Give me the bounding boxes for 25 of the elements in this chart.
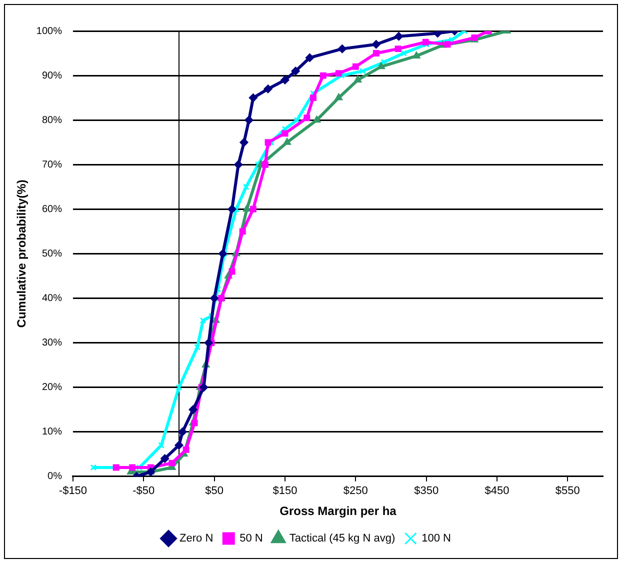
y-tick-label: 90% [42,70,62,82]
x-tick-label: $150 [272,485,298,498]
x-tick-label: $250 [343,485,368,498]
legend-label: Zero N [180,532,214,545]
legend-label: 100 N [422,532,452,545]
x-tick-label: -$50 [132,485,155,498]
x-tick-label: -$150 [58,485,88,498]
y-tick-label: 30% [42,338,62,349]
y-tick-label: 10% [42,426,62,438]
y-tick-label: 0% [48,471,62,482]
y-tick-label: 50% [42,248,62,260]
x-axis-title: Gross Margin per ha [280,504,397,518]
x-tick-label: $550 [555,485,580,498]
x-tick-label: $450 [484,485,510,498]
y-tick-label: 100% [36,26,62,37]
x-tick-label: $350 [414,485,439,498]
x-tick-label: $50 [205,485,224,498]
y-tick-label: 80% [42,114,62,126]
legend-label: Tactical (45 kg N avg) [289,532,396,545]
y-tick-label: 20% [42,382,62,394]
legend-label: 50 N [240,532,263,545]
y-tick-label: 40% [42,292,62,304]
y-tick-label: 60% [42,204,62,215]
y-tick-label: 70% [42,159,62,170]
y-axis-title: Cumulative probability(%) [14,180,29,328]
